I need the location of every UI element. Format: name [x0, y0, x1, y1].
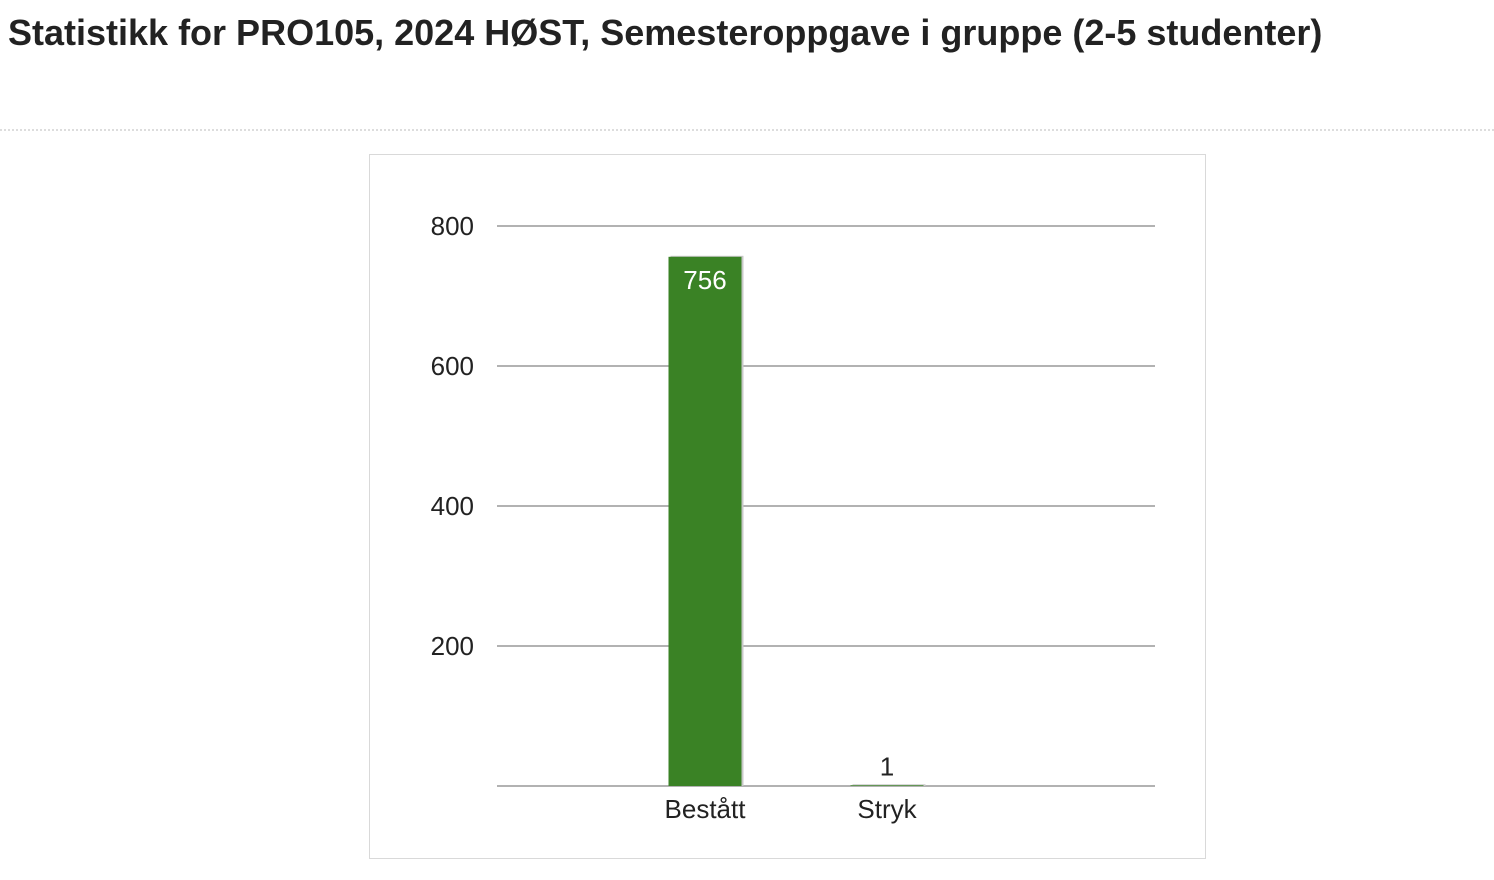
x-axis-ticks: Bestått Stryk — [665, 794, 918, 824]
x-tick-label: Stryk — [857, 794, 917, 824]
page-title: Statistikk for PRO105, 2024 HØST, Semest… — [8, 12, 1323, 53]
bar-value-label: 1 — [880, 751, 894, 781]
x-tick-label: Bestått — [665, 794, 747, 824]
bar[interactable] — [668, 256, 742, 786]
y-axis-ticks: 200 400 600 800 — [431, 211, 474, 661]
gridlines — [497, 225, 1155, 787]
bars: 756 1 — [668, 255, 926, 787]
chart-container: 200 400 600 800 756 1 Bestått Stryk — [369, 154, 1206, 859]
y-tick-label: 400 — [431, 491, 474, 521]
bar[interactable] — [850, 785, 924, 786]
y-tick-label: 800 — [431, 211, 474, 241]
bar-value-label: 756 — [683, 265, 726, 295]
bar-shadow — [852, 784, 926, 786]
y-tick-label: 600 — [431, 351, 474, 381]
bar-chart: 200 400 600 800 756 1 Bestått Stryk — [431, 211, 1155, 824]
title-divider — [0, 129, 1494, 131]
y-tick-label: 200 — [431, 631, 474, 661]
